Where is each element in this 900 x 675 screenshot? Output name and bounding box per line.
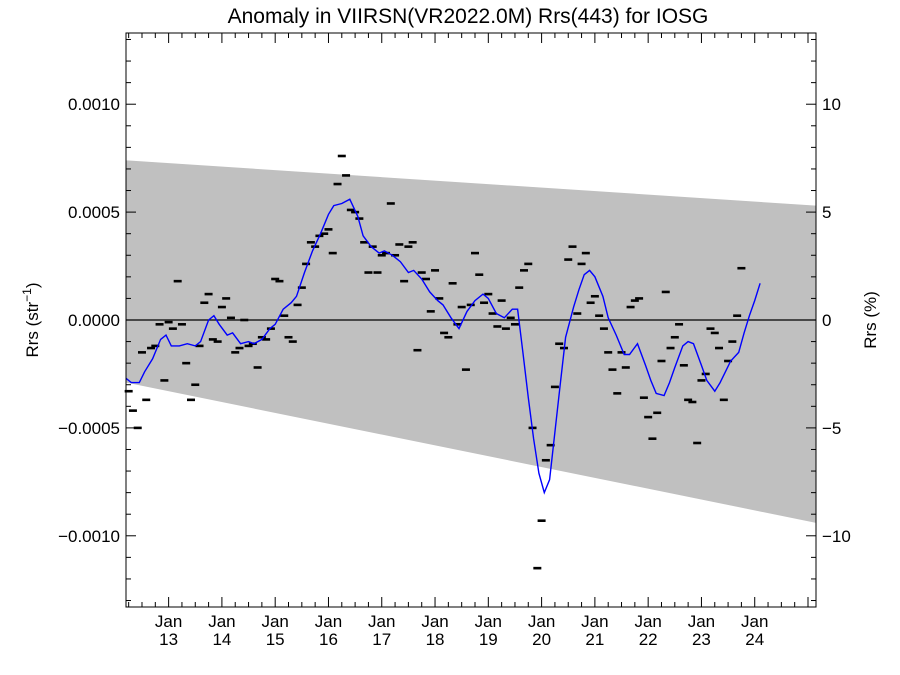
- y-right-tick-label: −10: [822, 527, 851, 546]
- y-right-tick-label: 10: [822, 95, 841, 114]
- x-tick-label-month: Jan: [421, 612, 448, 631]
- x-tick-label-month: Jan: [634, 612, 661, 631]
- x-tick-label-month: Jan: [528, 612, 555, 631]
- x-tick-label-year: 22: [639, 630, 658, 649]
- y-axis-label-left-close: ): [23, 282, 42, 288]
- x-tick-label-month: Jan: [208, 612, 235, 631]
- x-tick-label-year: 19: [479, 630, 498, 649]
- smooth-series-line: [125, 198, 761, 495]
- x-tick-label-year: 16: [319, 630, 338, 649]
- y-axis-label-left-superscript: −1: [20, 288, 34, 302]
- labels-layer: 0.0010 0.0005 0.0000 −0.0005 −0.0010 10 5 0 −5 −1…: [58, 95, 851, 649]
- y-right-tick-label: −5: [822, 419, 841, 438]
- y-left-tick-label: 0.0000: [68, 311, 120, 330]
- y-axis-label-right: Rrs (%): [861, 291, 880, 349]
- x-tick-label-month: Jan: [741, 612, 768, 631]
- x-tick-label-year: 13: [159, 630, 178, 649]
- chart-title: Anomaly in VIIRSN(VR2022.0M) Rrs(443) fo…: [228, 5, 709, 28]
- uncertainty-band-layer: [126, 160, 816, 523]
- y-left-tick-label: −0.0005: [58, 419, 120, 438]
- x-tick-label-month: Jan: [261, 612, 288, 631]
- x-tick-label-month: Jan: [475, 612, 502, 631]
- x-tick-label-year: 20: [532, 630, 551, 649]
- x-tick-label-month: Jan: [368, 612, 395, 631]
- y-axis-label-left-base: Rrs (str: [23, 301, 42, 357]
- x-tick-label-year: 23: [692, 630, 711, 649]
- x-tick-label-year: 21: [585, 630, 604, 649]
- x-tick-label-month: Jan: [155, 612, 182, 631]
- y-left-tick-label: 0.0005: [68, 203, 120, 222]
- y-left-tick-label: −0.0010: [58, 527, 120, 546]
- x-tick-label-year: 15: [266, 630, 285, 649]
- x-tick-label-month: Jan: [688, 612, 715, 631]
- x-tick-label-year: 14: [212, 630, 231, 649]
- y-right-tick-label: 0: [822, 311, 831, 330]
- x-tick-label-month: Jan: [581, 612, 608, 631]
- y-right-tick-label: 5: [822, 203, 831, 222]
- uncertainty-band: [126, 160, 816, 523]
- y-left-tick-label: 0.0010: [68, 95, 120, 114]
- data-points-layer: [124, 154, 746, 570]
- ticks-layer: [126, 33, 816, 607]
- x-tick-label-year: 24: [745, 630, 764, 649]
- x-tick-label-year: 18: [426, 630, 445, 649]
- smooth-line-layer: [125, 198, 761, 495]
- x-tick-label-year: 17: [372, 630, 391, 649]
- x-tick-label-month: Jan: [315, 612, 342, 631]
- y-axis-label-left: Rrs (str−1): [20, 282, 42, 357]
